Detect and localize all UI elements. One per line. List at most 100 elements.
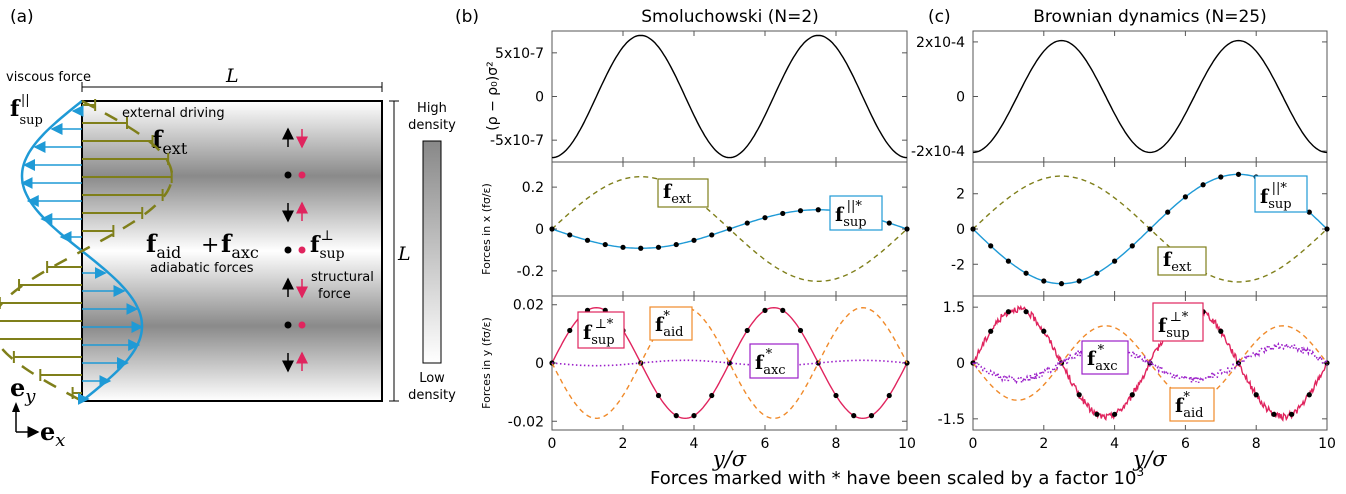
data-marker — [567, 327, 573, 334]
data-marker — [709, 232, 715, 238]
x-tick-label: 4 — [1110, 436, 1119, 452]
label-sub: axc — [1095, 359, 1117, 374]
data-marker — [797, 327, 804, 334]
data-marker — [1076, 392, 1082, 398]
x-tick-label: 8 — [1252, 436, 1261, 452]
panel-label: (b) — [455, 7, 479, 27]
data-marker — [886, 220, 892, 226]
data-marker — [1058, 281, 1065, 287]
x-tick-label: 2 — [619, 436, 628, 452]
data-marker — [1306, 209, 1312, 215]
panel-label: (c) — [928, 7, 951, 27]
data-marker — [744, 327, 750, 334]
data-marker — [1129, 243, 1135, 249]
ey-arrowhead — [12, 402, 20, 412]
subplot-frame — [551, 30, 908, 163]
data-marker — [673, 241, 679, 248]
data-marker — [726, 226, 733, 232]
series-label-box — [1081, 340, 1129, 375]
y-tick-label: 0.02 — [513, 298, 544, 314]
label-sup: * — [766, 347, 773, 362]
series-label: faid* — [1175, 390, 1203, 421]
label-sup: * — [1183, 390, 1190, 405]
panel-a-label: (a) — [10, 7, 34, 27]
series-label-box — [749, 343, 799, 379]
low-density-label-1: Low — [419, 371, 445, 386]
x-tick-label: 10 — [1318, 436, 1336, 452]
data-marker — [1218, 174, 1224, 180]
structural-force-label-1: structural — [311, 270, 374, 285]
label-base: f — [835, 204, 845, 226]
ey-label: ey — [10, 373, 36, 407]
data-marker — [868, 413, 875, 419]
label-base: f — [663, 181, 673, 203]
label-base: f — [1175, 395, 1185, 417]
series-label: faxc* — [1087, 343, 1118, 374]
f-aid-label: faid — [146, 229, 181, 262]
y-tick-label: 0 — [956, 90, 965, 106]
x-axis-label: y/σ — [1132, 447, 1167, 471]
ex-label: ex — [40, 417, 65, 451]
data-marker — [584, 237, 591, 243]
series-label: fsup||* — [1260, 181, 1292, 212]
length-label-top: L — [225, 65, 239, 87]
figure-caption: Forces marked with * have been scaled by… — [650, 465, 1144, 489]
data-marker — [567, 232, 573, 238]
series-label-box — [649, 306, 693, 341]
data-marker — [1023, 309, 1029, 315]
f-sup-perp-label: fsup⊥ — [310, 228, 345, 262]
data-marker — [1253, 392, 1259, 398]
x-tick-label: 8 — [832, 436, 841, 452]
series-line — [551, 359, 908, 367]
label-sup: * — [1098, 343, 1105, 358]
data-marker — [815, 207, 821, 213]
panel-title: Brownian dynamics (N=25) — [1033, 7, 1266, 27]
data-marker — [886, 392, 892, 399]
series-line — [551, 306, 908, 420]
high-density-label-1: High — [417, 101, 447, 116]
series-label: faxc* — [755, 347, 786, 378]
data-marker — [970, 226, 976, 232]
label-base: f — [1158, 315, 1168, 337]
y-tick-label: 0 — [956, 222, 965, 238]
y-axis-label: Forces in x (fσ/ε) — [480, 183, 493, 275]
label-base: f — [583, 322, 593, 344]
series-line — [972, 304, 1328, 422]
label-sub: sup — [1268, 197, 1291, 212]
data-marker — [762, 215, 768, 221]
series-label-box — [577, 311, 625, 349]
particle-red — [298, 171, 306, 179]
data-marker — [691, 237, 697, 243]
y-axis-label: (ρ − ρ₀)σ² — [485, 61, 501, 130]
data-marker — [673, 413, 679, 419]
y-tick-label: -2 — [951, 257, 965, 273]
label-sup: ⊥* — [595, 317, 614, 332]
label-sub: sup — [843, 215, 866, 230]
label-base: f — [1087, 348, 1097, 370]
label-sub: ext — [671, 192, 692, 207]
y-tick-label: 0 — [535, 356, 544, 372]
plots: (b) Smoluchowski (N=2)5x10-70-5x10-70.20-… — [455, 7, 1336, 471]
y-tick-label: 0 — [535, 222, 544, 238]
panel-a-arrows — [0, 99, 308, 405]
series-label: fsup⊥* — [583, 317, 615, 348]
data-marker — [655, 244, 662, 250]
viscous-force-label: viscous force — [6, 70, 91, 85]
x-tick-label: 10 — [898, 436, 916, 452]
data-marker — [709, 392, 715, 399]
f-axc-label: faxc — [221, 229, 259, 262]
y-tick-label: 0 — [956, 356, 965, 372]
f-sup-parallel-label: fsup|| — [10, 93, 43, 128]
structural-force-label-2: force — [318, 287, 351, 302]
label-base: f — [1260, 186, 1270, 208]
data-marker — [1005, 309, 1012, 315]
x-tick-label: 6 — [761, 436, 770, 452]
data-marker — [1182, 194, 1188, 200]
label-sup: ⊥* — [1170, 310, 1189, 325]
particle-black — [284, 321, 292, 329]
data-marker — [691, 413, 697, 419]
series-label: fext — [663, 181, 692, 207]
data-marker — [1041, 328, 1047, 334]
data-marker — [1076, 278, 1082, 284]
